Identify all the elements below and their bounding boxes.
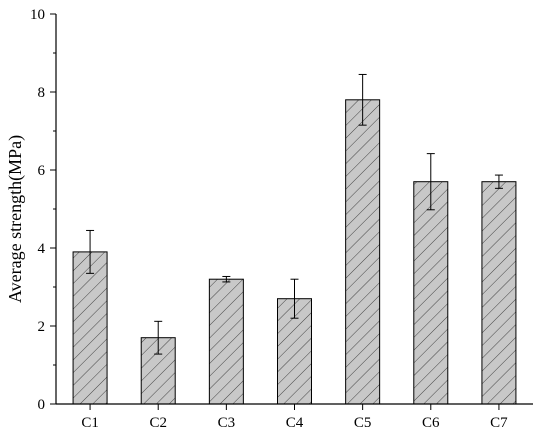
x-tick-label-c4: C4: [286, 415, 304, 431]
y-tick-label: 8: [38, 85, 46, 101]
y-tick-label: 10: [30, 7, 45, 23]
y-ticks: 0 2 4 6 8 10: [30, 7, 56, 413]
bar-c1: [72, 251, 108, 405]
x-tick-label-c1: C1: [81, 415, 99, 431]
error-bars-layer: [86, 73, 503, 355]
x-tick-label-c5: C5: [354, 415, 372, 431]
y-tick-label: 0: [38, 397, 46, 413]
x-tick-label-c2: C2: [149, 415, 167, 431]
bar-c6: [413, 181, 449, 405]
x-tick-label-c7: C7: [490, 415, 508, 431]
y-tick-label: 6: [38, 163, 46, 179]
y-axis-title: Average strength(MPa): [5, 135, 26, 303]
bar-c3: [208, 278, 244, 405]
x-ticks: C1 C2 C3 C4 C5 C6 C7: [81, 404, 508, 431]
x-tick-label-c3: C3: [218, 415, 236, 431]
bar-c5: [345, 99, 381, 405]
bars-layer: [72, 99, 517, 405]
y-tick-label: 4: [38, 241, 46, 257]
bar-c7: [481, 181, 517, 405]
y-tick-label: 2: [38, 319, 46, 335]
x-tick-label-c6: C6: [422, 415, 440, 431]
